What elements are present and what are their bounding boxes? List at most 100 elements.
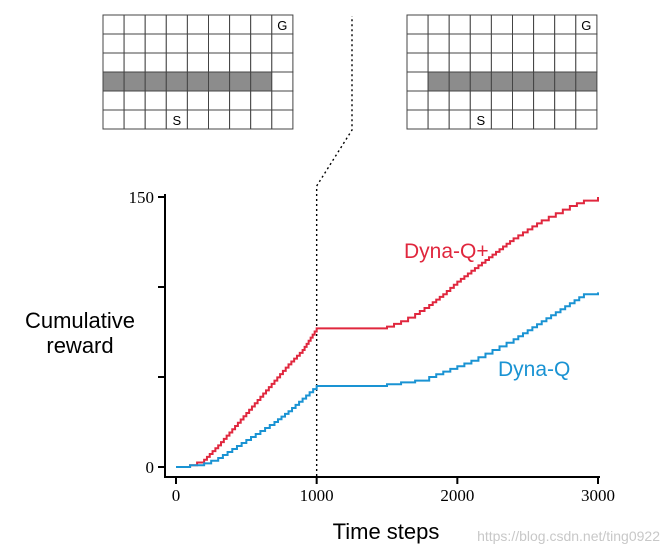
maze-cell: [208, 14, 231, 35]
x-tick-label: 0: [172, 486, 181, 505]
maze-cell: [575, 33, 598, 54]
x-axis-title: Time steps: [333, 519, 440, 544]
maze-cell: [406, 90, 429, 111]
maze-cell: [448, 14, 471, 35]
maze-cell: [533, 33, 556, 54]
maze-wall-cell: [102, 71, 125, 92]
maze-cell: [271, 90, 294, 111]
maze-cell: [229, 90, 252, 111]
series-line-dyna-q: [176, 292, 599, 468]
maze-cell: [448, 90, 471, 111]
maze-cell: [406, 33, 429, 54]
maze-cell: [469, 14, 492, 35]
maze-cell: [554, 52, 577, 73]
maze-cell: [123, 33, 146, 54]
maze-cell: [575, 109, 598, 130]
maze-wall-cell: [144, 71, 167, 92]
maze-cell: [271, 52, 294, 73]
maze-wall-cell: [490, 71, 513, 92]
maze-cell: [144, 109, 167, 130]
maze-cell: [250, 90, 273, 111]
maze-cell: [533, 52, 556, 73]
x-tick-label: 1000: [300, 486, 334, 505]
maze-cell: [208, 33, 231, 54]
y-tick-label: 150: [129, 188, 155, 207]
maze-cell: [575, 52, 598, 73]
maze-cell: [427, 52, 450, 73]
series-label-dyna-q-plus: Dyna-Q+: [404, 240, 489, 263]
maze-cell: [144, 90, 167, 111]
maze-cell: [102, 109, 125, 130]
maze-wall-cell: [469, 71, 492, 92]
maze-cell: [448, 33, 471, 54]
maze-cell: [165, 33, 188, 54]
maze-cell: [448, 109, 471, 130]
maze-cell: [490, 33, 513, 54]
x-tick-label: 3000: [581, 486, 615, 505]
maze-cell: [208, 109, 231, 130]
maze-cell: [554, 90, 577, 111]
maze-cell: [490, 14, 513, 35]
maze-wall-cell: [427, 71, 450, 92]
maze-cell: [406, 71, 429, 92]
maze-cell: [533, 90, 556, 111]
maze-cell: [229, 14, 252, 35]
maze-cell: [271, 109, 294, 130]
maze-cell: [229, 109, 252, 130]
series-label-dyna-q: Dyna-Q: [498, 358, 570, 381]
maze-cell: [271, 71, 294, 92]
watermark-text: https://blog.csdn.net/ting0922: [477, 528, 660, 544]
y-axis-title-line-2: reward: [46, 333, 113, 358]
maze-wall-cell: [186, 71, 209, 92]
x-tick-label: 2000: [440, 486, 474, 505]
maze-wall-cell: [165, 71, 188, 92]
maze-wall-cell: [208, 71, 231, 92]
maze-cell: [512, 52, 535, 73]
maze-cell: [250, 109, 273, 130]
maze-cell: [512, 33, 535, 54]
maze-cell: [469, 52, 492, 73]
maze-cell: [165, 14, 188, 35]
maze-cell: [490, 109, 513, 130]
series-line-dyna-q-: [176, 197, 599, 468]
maze-wall-cell: [229, 71, 252, 92]
maze-cell: [427, 33, 450, 54]
maze-cell: [271, 33, 294, 54]
maze-cell: [554, 14, 577, 35]
maze-cell: [406, 109, 429, 130]
maze-goal-label: G: [277, 18, 287, 33]
maze-cell: [186, 14, 209, 35]
maze-cell: [554, 33, 577, 54]
maze-wall-cell: [123, 71, 146, 92]
maze-cell: [186, 90, 209, 111]
chart-axes: [164, 194, 600, 478]
maze-wall-cell: [533, 71, 556, 92]
maze-cell: [448, 52, 471, 73]
maze-cell: [144, 52, 167, 73]
maze-wall-cell: [575, 71, 598, 92]
maze-cell: [533, 14, 556, 35]
environment-change-line: [315, 16, 353, 476]
maze-cell: [165, 52, 188, 73]
maze-cell: [250, 33, 273, 54]
maze-cell: [123, 109, 146, 130]
maze-cell: [406, 52, 429, 73]
maze-cell: [186, 52, 209, 73]
maze-wall-cell: [250, 71, 273, 92]
maze-cell: [512, 14, 535, 35]
maze-cell: [250, 14, 273, 35]
maze-cell: [427, 109, 450, 130]
maze-cell: [208, 52, 231, 73]
maze-cell: [186, 109, 209, 130]
maze-start-label: S: [173, 113, 182, 128]
maze-cell: [165, 90, 188, 111]
maze-cell: [512, 90, 535, 111]
maze-cell: [208, 90, 231, 111]
maze-cell: [490, 90, 513, 111]
maze-cell: [469, 90, 492, 111]
maze-before-change: GS: [102, 14, 294, 130]
maze-cell: [123, 14, 146, 35]
maze-cell: [102, 14, 125, 35]
maze-cell: [406, 14, 429, 35]
